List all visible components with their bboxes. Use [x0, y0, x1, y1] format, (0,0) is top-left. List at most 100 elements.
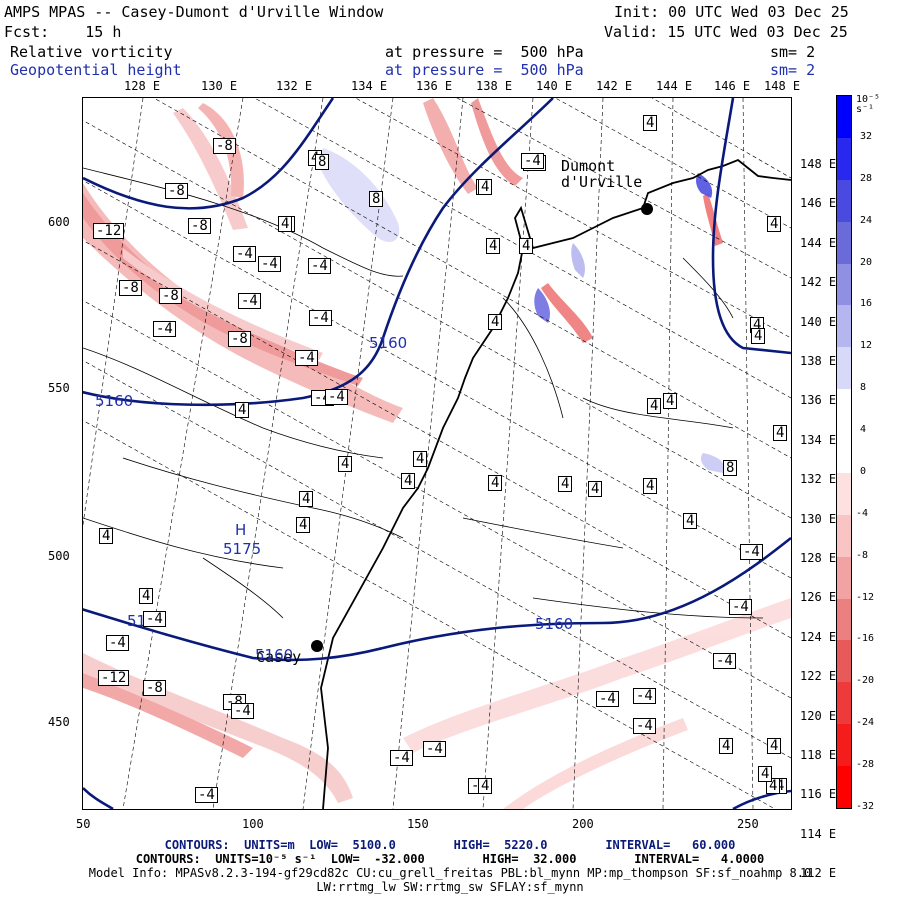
vorticity-contour-info: CONTOURS: UNITS=10⁻⁵ s⁻¹ LOW= -32.000 HI… — [135, 852, 765, 866]
dumont-durville-station-marker — [641, 203, 653, 215]
x-tick-label: 250 — [737, 817, 759, 831]
top-longitude-label: 144 E — [656, 79, 693, 93]
vorticity-value-label: 8 — [315, 154, 330, 170]
vorticity-value-label: 4 — [647, 398, 662, 414]
map-svg — [83, 98, 791, 809]
field2-name: Geopotential height — [10, 61, 182, 79]
colorbar-segment — [837, 472, 851, 516]
vorticity-value-label: 4 — [299, 491, 314, 507]
colorbar-segment — [837, 347, 851, 390]
vorticity-value-label: 4 — [338, 456, 353, 472]
field1-level: at pressure = 500 hPa — [385, 43, 584, 61]
init-time: Init: 00 UTC Wed 03 Dec 25 — [614, 3, 849, 21]
vorticity-value-label: 4 — [99, 528, 114, 544]
vorticity-value-label: -8 — [228, 331, 251, 347]
vorticity-value-label: -4 — [729, 599, 752, 615]
vorticity-colorbar — [836, 95, 852, 809]
x-tick-label: 150 — [407, 817, 429, 831]
vorticity-value-label: 4 — [278, 216, 293, 232]
vorticity-value-label: 4 — [588, 481, 603, 497]
height-contour-info: CONTOURS: UNITS=m LOW= 5100.0 HIGH= 5220… — [164, 838, 736, 852]
casey-station-marker — [311, 640, 323, 652]
right-longitude-label: 138 E — [800, 354, 837, 368]
vorticity-value-label: -4 — [596, 691, 619, 707]
vorticity-value-label: 4 — [751, 328, 766, 344]
vorticity-value-label: -4 — [325, 389, 348, 405]
top-longitude-label: 132 E — [276, 79, 313, 93]
colorbar-tick-label: 4 — [860, 424, 867, 436]
colorbar-tick-label: -8 — [856, 549, 869, 561]
vorticity-value-label: -4 — [633, 718, 656, 734]
vorticity-value-label: 4 — [486, 238, 501, 254]
colorbar-segment — [837, 556, 851, 600]
colorbar-tick-label: -24 — [856, 717, 875, 729]
forecast-hour: Fcst: 15 h — [4, 23, 122, 41]
colorbar-segment — [837, 96, 851, 139]
colorbar-segment — [837, 179, 851, 223]
colorbar-tick-label: 0 — [860, 465, 867, 477]
vorticity-value-label: -4 — [106, 635, 129, 651]
vorticity-value-label: 4 — [401, 473, 416, 489]
vorticity-value-label: -4 — [309, 310, 332, 326]
x-tick-label: 200 — [572, 817, 594, 831]
colorbar-tick-label: -12 — [856, 591, 875, 603]
vorticity-value-label: -8 — [119, 280, 142, 296]
right-longitude-label: 120 E — [800, 708, 837, 723]
top-longitude-label: 146 E — [714, 79, 751, 93]
vorticity-value-label: -4 — [633, 688, 656, 704]
right-longitude-label: 140 E — [800, 314, 837, 329]
right-longitude-label: 124 E — [800, 629, 837, 644]
right-longitude-label: 128 E — [800, 551, 837, 565]
vorticity-value-label: -8 — [165, 183, 188, 199]
vorticity-value-label: 4 — [663, 393, 678, 409]
colorbar-segment — [837, 137, 851, 181]
vorticity-value-label: 4 — [719, 738, 734, 754]
colorbar-tick-label: 16 — [860, 298, 873, 310]
right-longitude-label: 132 E — [800, 472, 837, 487]
top-longitude-label: 130 E — [201, 79, 238, 93]
vorticity-value-label: 4 — [767, 738, 782, 754]
right-longitude-label: 116 E — [800, 787, 837, 802]
height-contour-label: 5160 — [255, 646, 294, 664]
right-longitude-label: 136 E — [800, 393, 837, 408]
vorticity-value-label: -4 — [713, 653, 736, 669]
vorticity-value-label: -8 — [188, 218, 211, 234]
vorticity-value-label: 4 — [296, 517, 311, 533]
negative-vorticity-shading — [83, 98, 791, 809]
vorticity-value-label: 4 — [413, 451, 428, 467]
vorticity-value-label: 4 — [488, 314, 503, 330]
x-tick-label: 50 — [76, 817, 91, 831]
high-pressure-symbol: H — [235, 521, 247, 539]
right-longitude-label: 122 E — [800, 669, 837, 684]
colorbar-segment — [837, 263, 851, 306]
vorticity-value-label: 4 — [643, 478, 658, 494]
vorticity-value-label: 8 — [723, 460, 738, 476]
geopotential-height-contours — [83, 98, 791, 809]
colorbar-tick-label: 28 — [860, 172, 873, 184]
coastline — [320, 158, 791, 809]
field2-smoothing: sm= 2 — [770, 61, 816, 79]
vorticity-value-label: -4 — [423, 741, 446, 757]
vorticity-value-label: -8 — [159, 288, 182, 304]
top-longitude-label: 134 E — [351, 79, 388, 93]
vorticity-value-label: 8 — [369, 191, 384, 207]
vorticity-value-label: 4 — [235, 402, 250, 418]
right-longitude-label: 114 E — [800, 826, 837, 841]
positive-vorticity-shading — [318, 148, 725, 473]
colorbar-tick-label: -16 — [856, 633, 875, 645]
top-longitude-label: 138 E — [476, 79, 513, 93]
vorticity-value-label: -12 — [98, 670, 130, 686]
field2-level: at pressure = 500 hPa — [385, 61, 584, 79]
dumont-durville-label: Dumont d'Urville — [561, 157, 643, 191]
y-tick-label: 550 — [48, 381, 70, 395]
y-tick-label: 600 — [48, 215, 70, 229]
vorticity-value-label: -4 — [231, 703, 254, 719]
colorbar-segment — [837, 724, 851, 767]
vorticity-value-label: -4 — [153, 321, 176, 337]
map-title: AMPS MPAS -- Casey-Dumont d'Urville Wind… — [4, 3, 384, 21]
casey-label: Casey — [256, 648, 302, 666]
colorbar-tick-label: 8 — [860, 382, 867, 394]
colorbar-tick-label: 20 — [860, 256, 873, 268]
vorticity-value-label: -8 — [143, 680, 166, 696]
vorticity-value-label: 4 — [519, 238, 534, 254]
